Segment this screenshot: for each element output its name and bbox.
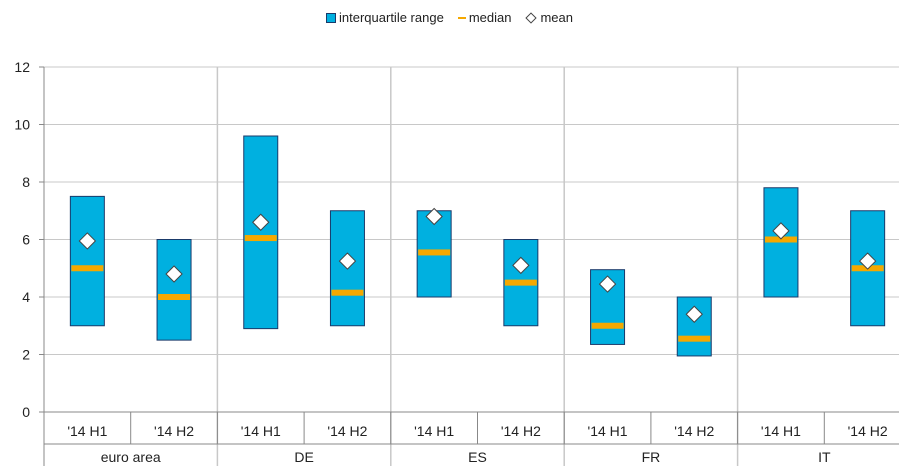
mean-marker — [425, 207, 443, 226]
iqr-box — [156, 239, 192, 341]
y-tick-label: 10 — [14, 117, 30, 133]
mean-marker — [598, 275, 617, 293]
mean-marker — [165, 265, 183, 283]
median-mark — [678, 335, 711, 342]
legend-item-iqr: interquartile range — [326, 10, 444, 25]
iqr-box — [676, 296, 712, 357]
x-tick-label: '14 H2 — [154, 423, 194, 439]
x-tick-label: '14 H1 — [67, 423, 107, 439]
legend: interquartile range median mean — [0, 10, 899, 25]
mean-marker — [685, 305, 703, 323]
mean-marker — [252, 213, 270, 231]
group-label: IT — [818, 449, 831, 465]
median-mark — [71, 265, 104, 272]
mean-marker — [512, 256, 530, 275]
legend-item-mean: mean — [525, 10, 573, 25]
group-label: euro area — [101, 449, 161, 465]
y-tick-label: 6 — [22, 232, 30, 248]
legend-median-swatch — [457, 16, 466, 19]
y-tick-label: 0 — [22, 404, 30, 420]
x-tick-label: '14 H2 — [327, 423, 367, 439]
mean-marker — [858, 252, 877, 270]
x-tick-label: '14 H1 — [761, 423, 801, 439]
iqr-box — [243, 135, 279, 330]
median-mark — [244, 235, 277, 242]
y-tick-label: 12 — [14, 59, 30, 75]
y-tick-label: 8 — [22, 174, 30, 190]
legend-item-median: median — [457, 10, 512, 25]
y-tick-label: 2 — [22, 347, 30, 363]
x-tick-label: '14 H1 — [241, 423, 281, 439]
x-tick-label: '14 H1 — [414, 423, 454, 439]
x-tick-label: '14 H2 — [501, 423, 541, 439]
group-label: FR — [642, 449, 661, 465]
iqr-box — [590, 269, 626, 345]
median-mark — [158, 294, 191, 300]
x-tick-label: '14 H2 — [674, 423, 714, 439]
legend-iqr-label: interquartile range — [339, 10, 444, 25]
x-tick-label: '14 H1 — [588, 423, 628, 439]
median-mark — [591, 322, 624, 329]
y-tick-label: 4 — [22, 289, 30, 305]
x-tick-label: '14 H2 — [848, 423, 888, 439]
group-label: ES — [468, 449, 487, 465]
iqr-box — [69, 195, 105, 327]
group-label: DE — [294, 449, 313, 465]
legend-median-label: median — [468, 10, 512, 25]
mean-marker — [78, 232, 97, 250]
legend-mean-label: mean — [540, 10, 573, 25]
median-mark — [331, 289, 364, 296]
mean-marker — [772, 222, 790, 240]
median-mark — [418, 249, 451, 256]
median-mark — [504, 279, 537, 286]
legend-iqr-swatch — [326, 12, 337, 23]
mean-marker — [338, 252, 357, 270]
